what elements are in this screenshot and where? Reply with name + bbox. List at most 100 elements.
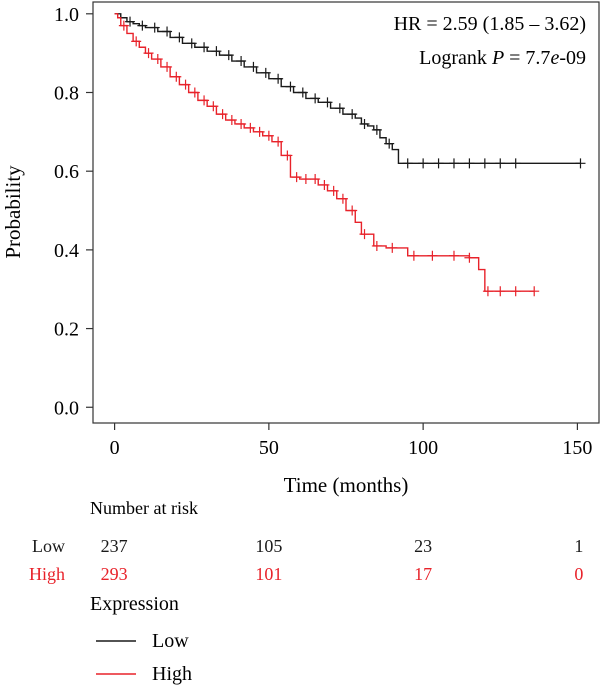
censor-mark-low: [223, 50, 234, 61]
censor-mark-high: [408, 250, 419, 261]
hr-annotation: HR = 2.59 (1.85 – 3.62): [394, 13, 586, 35]
y-tick-label: 1.0: [54, 4, 79, 26]
legend-title: Expression: [90, 593, 179, 615]
censor-mark-high: [529, 286, 540, 297]
censor-mark-low: [137, 20, 148, 31]
censor-mark-low: [448, 158, 459, 169]
censor-mark-low: [334, 103, 345, 114]
censor-mark-high: [245, 122, 256, 133]
risk-count: 1: [574, 536, 583, 556]
censor-mark-low: [322, 97, 333, 108]
censor-mark-high: [171, 71, 182, 82]
risk-table-header: Number at risk: [90, 498, 198, 518]
censor-mark-high: [482, 286, 493, 297]
legend: Low High: [96, 630, 192, 685]
censor-mark-high: [359, 229, 370, 240]
legend-label-high: High: [152, 663, 192, 685]
censor-mark-low: [285, 81, 296, 92]
censor-mark-low: [359, 118, 370, 129]
censor-mark-high: [371, 240, 382, 251]
censor-mark-low: [236, 56, 247, 67]
censor-mark-high: [273, 136, 284, 147]
logrank-annotation: Logrank P = 7.7e-09: [419, 47, 586, 69]
censor-mark-low: [575, 158, 586, 169]
y-axis-label: Probability: [1, 165, 25, 259]
censor-mark-high: [180, 79, 191, 90]
censor-mark-high: [495, 286, 506, 297]
x-tick-label: 150: [562, 437, 592, 459]
risk-count: 101: [255, 564, 282, 584]
y-tick-label: 0.2: [54, 319, 79, 341]
censor-mark-low: [297, 87, 308, 98]
plot-frame: [92, 1, 600, 424]
censor-mark-low: [384, 138, 395, 149]
risk-row-label: High: [29, 564, 65, 584]
censor-mark-high: [282, 150, 293, 161]
censor-mark-low: [510, 158, 521, 169]
risk-count: 237: [101, 536, 128, 556]
censor-mark-high: [217, 109, 228, 120]
x-axis-label: Time (months): [284, 473, 409, 497]
censor-mark-high: [427, 250, 438, 261]
censor-mark-high: [254, 126, 265, 137]
censor-mark-low: [433, 158, 444, 169]
censor-mark-high: [236, 118, 247, 129]
censor-mark-high: [152, 54, 163, 65]
censor-mark-low: [273, 73, 284, 84]
censor-mark-high: [319, 179, 330, 190]
censor-mark-low: [162, 26, 173, 37]
censor-mark-high: [337, 193, 348, 204]
censor-mark-low: [186, 38, 197, 49]
censor-mark-high: [510, 286, 521, 297]
x-axis: 0 50 100 150: [110, 423, 592, 459]
censor-mark-high: [291, 172, 302, 183]
censor-mark-high: [263, 130, 274, 141]
censor-mark-high: [162, 61, 173, 72]
risk-count: 0: [574, 564, 583, 584]
censor-mark-low: [260, 67, 271, 78]
risk-count: 293: [101, 564, 128, 584]
risk-count: 105: [255, 536, 282, 556]
legend-label-low: Low: [152, 630, 189, 652]
censor-mark-low: [199, 42, 210, 53]
censor-mark-low: [125, 16, 136, 27]
risk-row-label: Low: [32, 536, 65, 556]
risk-count: 23: [414, 536, 432, 556]
censor-mark-low: [371, 124, 382, 135]
censor-mark-high: [199, 95, 210, 106]
censor-mark-low: [418, 158, 429, 169]
censor-mark-high: [208, 101, 219, 112]
censor-mark-low: [402, 158, 413, 169]
censor-mark-high: [189, 87, 200, 98]
censor-mark-low: [211, 46, 222, 57]
censor-mark-low: [149, 22, 160, 33]
censor-mark-high: [464, 252, 475, 263]
censor-mark-high: [131, 36, 142, 47]
censor-mark-low: [464, 158, 475, 169]
censor-mark-high: [226, 115, 237, 126]
y-tick-label: 0.4: [54, 240, 79, 262]
censor-mark-high: [300, 174, 311, 185]
censor-mark-low: [495, 158, 506, 169]
censor-mark-low: [248, 61, 259, 72]
censor-mark-high: [347, 205, 358, 216]
censor-mark-high: [118, 20, 129, 31]
censor-mark-high: [448, 250, 459, 261]
censor-mark-low: [347, 109, 358, 120]
censor-mark-low: [174, 32, 185, 43]
censor-mark-high: [310, 174, 321, 185]
risk-count: 17: [414, 564, 432, 584]
y-tick-label: 0.6: [54, 161, 79, 183]
x-tick-label: 0: [110, 437, 120, 459]
risk-table: Low 237 105 23 1 High 293 101 17 0: [29, 536, 583, 584]
censor-mark-high: [328, 185, 339, 196]
y-axis: 0.0 0.2 0.4 0.6 0.8 1.0: [54, 4, 93, 419]
censor-mark-high: [387, 242, 398, 253]
curve-low: [114, 13, 581, 165]
y-tick-label: 0.8: [54, 82, 79, 104]
x-tick-label: 50: [259, 437, 279, 459]
x-tick-label: 100: [408, 437, 438, 459]
censor-mark-low: [479, 158, 490, 169]
y-tick-label: 0.0: [54, 397, 79, 419]
